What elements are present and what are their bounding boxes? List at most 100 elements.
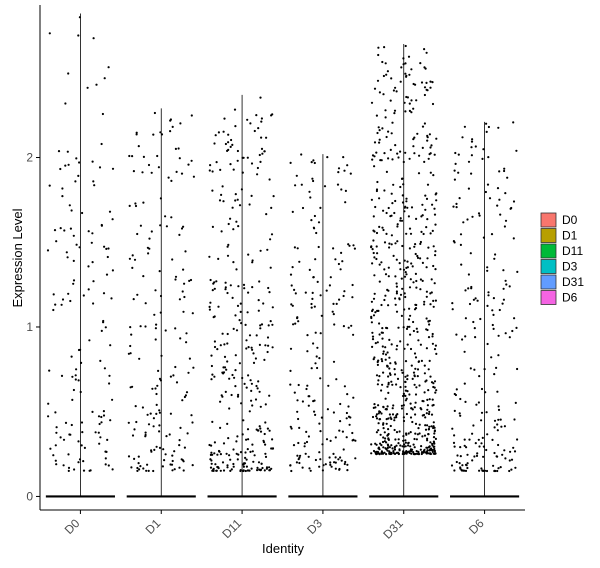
data-point-D31 bbox=[382, 436, 385, 439]
data-point-D6 bbox=[496, 469, 499, 473]
data-point-D6 bbox=[458, 197, 461, 200]
data-point-D31 bbox=[428, 449, 432, 452]
data-point-D6 bbox=[499, 418, 502, 421]
data-point-D11 bbox=[230, 138, 233, 142]
data-point-D31 bbox=[404, 439, 407, 442]
data-point-D31 bbox=[432, 426, 435, 430]
data-point-D1 bbox=[136, 466, 139, 470]
data-point-D1 bbox=[172, 374, 175, 377]
data-point-D11 bbox=[219, 426, 222, 429]
data-point-D11 bbox=[249, 122, 252, 125]
data-point-D0 bbox=[92, 280, 95, 283]
data-point-D1 bbox=[133, 258, 137, 261]
data-point-D3 bbox=[314, 362, 317, 365]
data-point-D31 bbox=[420, 452, 423, 456]
data-point-D31 bbox=[416, 132, 419, 135]
data-point-D31 bbox=[376, 383, 379, 386]
data-point-D31 bbox=[418, 432, 421, 435]
data-point-D31 bbox=[399, 386, 402, 389]
data-point-D31 bbox=[432, 245, 435, 248]
data-point-D31 bbox=[427, 246, 430, 249]
data-point-D6 bbox=[452, 441, 456, 444]
data-point-D31 bbox=[404, 62, 407, 65]
data-point-D3 bbox=[312, 179, 315, 183]
data-point-D31 bbox=[409, 314, 412, 317]
data-point-D11 bbox=[259, 430, 263, 433]
data-point-D31 bbox=[399, 340, 402, 343]
data-point-D11 bbox=[246, 118, 249, 121]
data-point-D31 bbox=[395, 285, 398, 288]
data-point-D11 bbox=[271, 447, 275, 450]
data-point-D31 bbox=[385, 232, 388, 235]
data-point-D11 bbox=[259, 427, 262, 430]
data-point-D11 bbox=[213, 287, 216, 290]
data-point-D31 bbox=[423, 86, 427, 89]
data-point-D0 bbox=[87, 288, 90, 291]
data-point-D31 bbox=[414, 413, 417, 416]
data-point-D1 bbox=[128, 204, 131, 207]
data-point-D11 bbox=[213, 375, 216, 378]
data-point-D31 bbox=[425, 197, 429, 200]
data-point-D1 bbox=[152, 425, 155, 428]
data-point-D6 bbox=[470, 172, 473, 175]
data-point-D0 bbox=[59, 227, 62, 230]
data-point-D31 bbox=[382, 352, 385, 355]
data-point-D1 bbox=[127, 352, 130, 355]
data-point-D3 bbox=[338, 298, 341, 301]
data-point-D3 bbox=[294, 184, 297, 187]
data-point-D6 bbox=[501, 453, 504, 456]
data-point-D1 bbox=[149, 412, 152, 415]
data-point-D1 bbox=[190, 114, 193, 117]
data-point-D0 bbox=[57, 150, 61, 153]
data-point-D31 bbox=[405, 433, 408, 436]
data-point-D0 bbox=[111, 398, 114, 401]
data-point-D31 bbox=[432, 452, 435, 455]
data-point-D1 bbox=[154, 327, 157, 330]
data-point-D11 bbox=[268, 394, 271, 397]
data-point-D6 bbox=[453, 434, 456, 437]
data-point-D6 bbox=[512, 237, 515, 240]
data-point-D31 bbox=[380, 358, 383, 361]
data-point-D31 bbox=[386, 446, 389, 449]
data-point-D11 bbox=[221, 461, 225, 464]
data-point-D11 bbox=[219, 453, 222, 456]
data-point-D31 bbox=[391, 121, 394, 124]
data-point-D6 bbox=[472, 320, 475, 324]
data-point-D11 bbox=[268, 429, 271, 432]
data-point-D31 bbox=[431, 81, 434, 84]
data-point-D31 bbox=[375, 231, 379, 235]
data-point-D31 bbox=[387, 275, 390, 278]
data-point-D31 bbox=[425, 266, 428, 269]
data-point-D3 bbox=[352, 244, 355, 247]
data-point-D31 bbox=[391, 383, 394, 386]
data-point-D6 bbox=[475, 454, 479, 457]
data-point-D31 bbox=[392, 89, 395, 92]
data-point-D31 bbox=[394, 242, 397, 245]
data-point-D31 bbox=[376, 341, 379, 344]
data-point-D0 bbox=[69, 433, 72, 436]
data-point-D3 bbox=[290, 427, 293, 430]
data-point-D11 bbox=[263, 358, 266, 361]
data-point-D31 bbox=[376, 79, 380, 82]
data-point-D3 bbox=[320, 416, 323, 419]
data-point-D11 bbox=[224, 390, 227, 393]
data-point-D3 bbox=[292, 323, 295, 326]
data-point-D31 bbox=[375, 245, 378, 248]
data-point-D0 bbox=[53, 229, 57, 232]
data-point-D11 bbox=[266, 350, 269, 354]
data-point-D31 bbox=[373, 155, 376, 158]
data-point-D3 bbox=[344, 201, 347, 204]
data-point-D3 bbox=[308, 467, 311, 470]
data-point-D31 bbox=[370, 443, 373, 446]
data-point-D11 bbox=[229, 469, 232, 472]
data-point-D3 bbox=[300, 183, 303, 186]
data-point-D31 bbox=[411, 420, 414, 424]
y-axis-ticks: 012 bbox=[26, 151, 40, 503]
data-point-D0 bbox=[91, 232, 94, 235]
data-point-D31 bbox=[410, 111, 413, 114]
data-point-D1 bbox=[163, 459, 166, 462]
data-point-D31 bbox=[431, 102, 435, 106]
data-point-D31 bbox=[382, 93, 385, 96]
data-point-D31 bbox=[373, 274, 376, 277]
data-point-D11 bbox=[218, 450, 221, 453]
